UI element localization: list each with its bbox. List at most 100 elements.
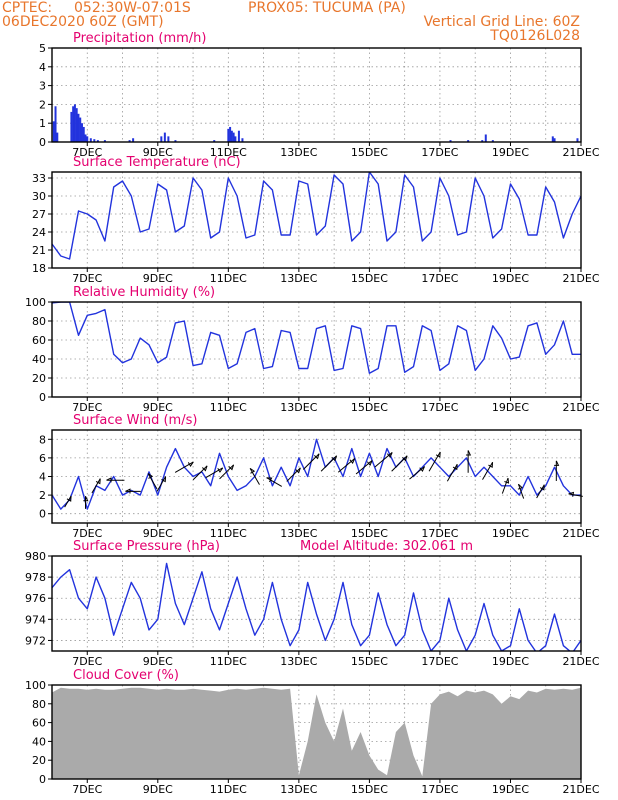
x-tick-label-wind: 19DEC <box>492 527 529 540</box>
panel-frame-cloud <box>51 684 582 780</box>
chart-header: CPTEC: 052:30W-07:01S PROX05: TUCUMA (PA… <box>0 0 618 48</box>
wind-arrow <box>192 465 208 481</box>
wind-arrow-head <box>295 467 301 474</box>
x-tick-label-temp: 9DEC <box>143 272 173 285</box>
y-tick-label-pressure: 978 <box>25 571 46 584</box>
precip-bar <box>72 106 75 142</box>
panel-title-cloud: Cloud Cover (%) <box>73 668 179 683</box>
plot-area-cloud <box>52 687 581 779</box>
x-tick-label-precip: 19DEC <box>492 146 529 159</box>
plot-area-temp <box>52 172 581 260</box>
panel-frame-rh <box>51 301 582 398</box>
wind-arrow <box>302 453 320 470</box>
wind-arrow-head <box>147 473 154 479</box>
wind-arrow <box>391 455 408 472</box>
precip-bar <box>132 138 135 142</box>
precip-bar <box>52 121 55 142</box>
wind-arrow-head <box>517 483 523 490</box>
x-tick-label-precip: 13DEC <box>280 146 317 159</box>
wind-arrow-head <box>349 458 356 464</box>
header-coords: 052:30W-07:01S <box>74 0 191 16</box>
precip-bar <box>128 140 131 142</box>
y-tick-label-wind: 4 <box>39 471 46 484</box>
x-tick-label-wind: 9DEC <box>143 527 173 540</box>
wind-arrow <box>428 451 441 472</box>
wind-arrow-head <box>106 477 112 483</box>
precip-bar <box>56 132 59 142</box>
y-tick-label-temp: 33 <box>32 172 46 185</box>
panel-temp: Surface Temperature (nC) 18 21 24 27 30 33 7DEC… <box>32 155 600 285</box>
y-tick-label-pressure: 980 <box>25 550 46 563</box>
x-tick-label-temp: 17DEC <box>421 272 458 285</box>
wind-arrow-head <box>465 450 472 456</box>
x-tick-label-rh: 7DEC <box>72 401 102 414</box>
x-tick-label-rh: 9DEC <box>143 401 173 414</box>
precip-bar <box>576 138 579 142</box>
y-tick-label-temp: 27 <box>32 208 46 221</box>
header-location: PROX05: TUCUMA (PA) <box>248 0 406 16</box>
x-tick-label-temp: 7DEC <box>72 272 102 285</box>
x-tick-label-precip: 7DEC <box>72 146 102 159</box>
precip-bar <box>89 138 92 142</box>
series-line-pressure <box>52 562 581 651</box>
wind-arrow-head <box>83 496 89 502</box>
precip-bar <box>491 140 494 142</box>
series-line-rh <box>52 302 581 374</box>
x-tick-label-precip: 11DEC <box>210 146 247 159</box>
y-tick-label-temp: 24 <box>32 226 46 239</box>
y-tick-label-pressure: 972 <box>25 634 46 647</box>
y-tick-label-cloud: 0 <box>39 773 46 786</box>
x-tick-label-pressure: 11DEC <box>210 655 247 668</box>
wind-arrow-head <box>568 491 575 497</box>
precip-bar <box>230 130 233 142</box>
y-tick-label-wind: 0 <box>39 508 46 521</box>
panel-title-wind: Surface Wind (m/s) <box>73 413 197 428</box>
panel-title-precip: Precipitation (mm/h) <box>73 31 206 46</box>
y-tick-label-temp: 18 <box>32 262 46 275</box>
x-tick-label-pressure: 7DEC <box>72 655 102 668</box>
y-tick-label-precip: 5 <box>39 42 46 55</box>
panel-title-rh: Relative Humidity (%) <box>73 285 215 300</box>
x-tick-label-rh: 15DEC <box>351 401 388 414</box>
x-tick-label-pressure: 15DEC <box>351 655 388 668</box>
y-tick-label-cloud: 80 <box>32 698 46 711</box>
precip-bar <box>73 104 76 142</box>
wind-arrow-head <box>187 461 194 468</box>
x-tick-label-pressure: 19DEC <box>492 655 529 668</box>
precip-bar <box>484 134 487 142</box>
header-run: 06DEC2020 60Z (GMT) <box>2 14 164 30</box>
wind-arrow-head <box>125 488 131 494</box>
panel-frame-temp <box>51 171 582 269</box>
x-tick-label-cloud: 7DEC <box>72 783 102 796</box>
panel-title-temp: Surface Temperature (nC) <box>73 155 241 170</box>
precip-bar <box>213 140 216 142</box>
panel-frame-precip <box>51 47 582 143</box>
x-tick-label-rh: 17DEC <box>421 401 458 414</box>
precip-bar <box>227 128 230 142</box>
panel-precip: Precipitation (mm/h) 0 1 2 3 4 5 7DEC 9DEC 11DEC 1… <box>39 31 600 159</box>
header-model-code: TQ0126L028 <box>490 28 580 44</box>
wind-arrow-head <box>554 460 560 466</box>
wind-arrow-head <box>266 477 273 483</box>
x-tick-label-cloud: 11DEC <box>210 783 247 796</box>
x-tick-label-cloud: 19DEC <box>492 783 529 796</box>
panel-pressure: Surface Pressure (hPa) Model Altitude: 30… <box>25 539 600 668</box>
wind-arrow-head <box>161 476 167 483</box>
y-tick-label-cloud: 20 <box>32 754 46 767</box>
wind-arrow <box>501 477 509 494</box>
wind-arrow <box>337 458 356 473</box>
wind-arrow <box>286 467 301 482</box>
x-tick-label-precip: 9DEC <box>143 146 173 159</box>
x-tick-label-wind: 7DEC <box>72 527 102 540</box>
x-tick-label-cloud: 17DEC <box>421 783 458 796</box>
plot-area-wind <box>52 438 581 510</box>
y-tick-label-rh: 80 <box>32 315 46 328</box>
wind-arrow-head <box>539 484 545 491</box>
wind-arrow <box>536 484 545 499</box>
wind-arrow <box>205 467 223 479</box>
wind-arrow-head <box>202 465 208 472</box>
header-source: CPTEC: <box>2 0 53 16</box>
precip-bar <box>481 140 484 142</box>
precip-bar <box>467 140 470 142</box>
x-tick-label-pressure: 17DEC <box>421 655 458 668</box>
